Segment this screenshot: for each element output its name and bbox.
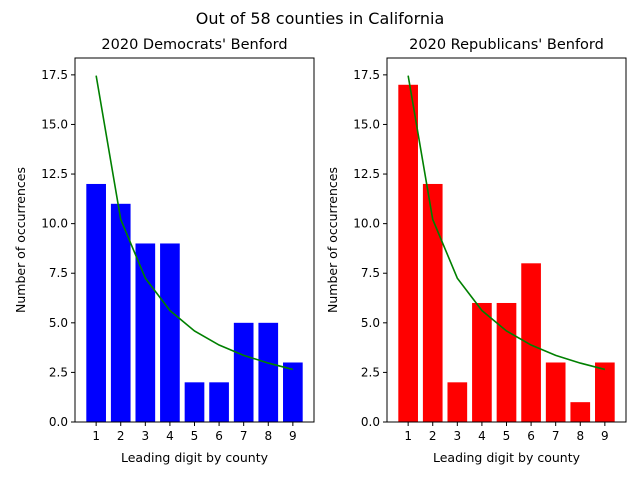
dem-x-tick-label-2: 2: [117, 429, 125, 443]
dem-bar-3: [135, 243, 156, 422]
dem-x-tick-label-9: 9: [289, 429, 297, 443]
dem-bar-6: [209, 382, 229, 422]
rep-x-tick-label-3: 3: [454, 429, 462, 443]
rep-bar-3: [447, 382, 468, 422]
rep-y-tick-label-2.5: 2.5: [361, 365, 380, 379]
dem-y-tick-label-12.5: 12.5: [41, 167, 68, 181]
rep-bar-5: [496, 302, 517, 422]
rep-y-tick-label-12.5: 12.5: [353, 167, 380, 181]
rep-chart-title: 2020 Republicans' Benford: [409, 37, 604, 53]
dem-y-tick-label-2.5: 2.5: [49, 365, 68, 379]
rep-bar-6: [521, 263, 541, 422]
rep-y-tick-label-17.5: 17.5: [353, 68, 380, 82]
rep-bar-1: [398, 84, 418, 422]
rep-x-tick-label-8: 8: [576, 429, 584, 443]
rep-x-tick-label-4: 4: [478, 429, 486, 443]
figure-suptitle: Out of 58 counties in California: [196, 9, 445, 28]
dem-x-axis-label: Leading digit by county: [121, 450, 269, 465]
dem-x-tick-label-4: 4: [166, 429, 174, 443]
dem-x-tick-label-7: 7: [240, 429, 248, 443]
dem-y-tick-label-0.0: 0.0: [49, 415, 68, 429]
dem-bar-7: [233, 322, 254, 422]
dem-bar-9: [283, 362, 303, 422]
dem-axes-frame: [74, 57, 315, 423]
rep-x-tick-label-7: 7: [552, 429, 560, 443]
rep-bar-8: [570, 402, 591, 422]
dem-y-axis-label: Number of occurrences: [13, 167, 28, 313]
dem-bar-4: [160, 243, 180, 422]
dem-y-tick-label-5.0: 5.0: [49, 316, 68, 330]
rep-bar-9: [595, 362, 615, 422]
dem-bar-5: [184, 382, 205, 422]
dem-benford-line: [95, 75, 294, 371]
dem-x-tick-label-8: 8: [264, 429, 272, 443]
rep-x-tick-label-1: 1: [404, 429, 412, 443]
rep-bar-2: [422, 183, 443, 422]
dem-y-tick-label-10.0: 10.0: [41, 217, 68, 231]
dem-x-tick-label-3: 3: [142, 429, 150, 443]
rep-bar-4: [472, 302, 492, 422]
rep-y-tick-label-7.5: 7.5: [361, 266, 380, 280]
rep-x-tick-label-2: 2: [429, 429, 437, 443]
rep-x-axis-label: Leading digit by county: [433, 450, 581, 465]
rep-x-tick-label-5: 5: [503, 429, 511, 443]
rep-y-tick-label-10.0: 10.0: [353, 217, 380, 231]
dem-y-tick-label-7.5: 7.5: [49, 266, 68, 280]
dem-x-tick-label-5: 5: [191, 429, 199, 443]
dem-x-tick-label-6: 6: [215, 429, 223, 443]
dem-bar-8: [258, 322, 279, 422]
rep-y-tick-label-15.0: 15.0: [353, 117, 380, 131]
rep-y-tick-label-0.0: 0.0: [361, 415, 380, 429]
dem-x-tick-label-1: 1: [92, 429, 100, 443]
rep-y-axis-label: Number of occurrences: [325, 167, 340, 313]
rep-x-tick-label-6: 6: [527, 429, 535, 443]
republicans-panel: 2020 Republicans' Benford 1 2 3 4 5 6 7 8 9 0.0 2.5…: [325, 37, 627, 465]
dem-bar-1: [86, 183, 106, 422]
rep-x-tick-label-9: 9: [601, 429, 609, 443]
rep-benford-line: [407, 75, 606, 371]
dem-y-tick-label-15.0: 15.0: [41, 117, 68, 131]
dem-bar-2: [110, 203, 131, 422]
rep-y-tick-label-5.0: 5.0: [361, 316, 380, 330]
dem-chart-title: 2020 Democrats' Benford: [101, 37, 287, 53]
rep-bar-7: [545, 362, 566, 422]
democrats-panel: 2020 Democrats' Benford 1 2 3 4 5 6 7 8 9 0.0 2.5 5.…: [13, 37, 315, 465]
dem-y-tick-label-17.5: 17.5: [41, 68, 68, 82]
